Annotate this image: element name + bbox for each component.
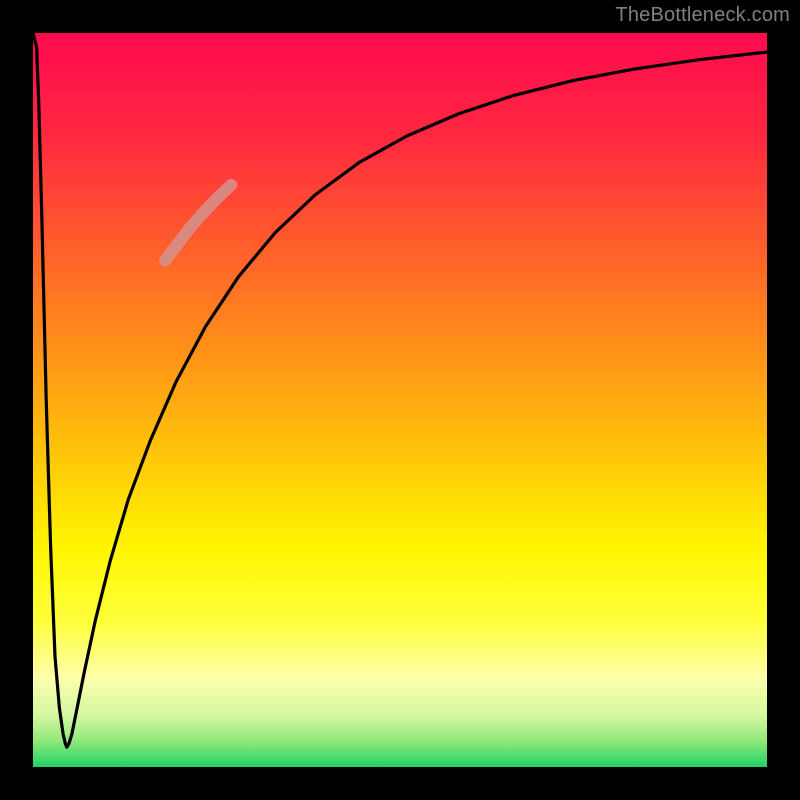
chart-plot-area <box>33 33 767 767</box>
chart-curve-layer <box>33 33 767 767</box>
watermark-label: TheBottleneck.com <box>615 4 790 27</box>
bottleneck-curve <box>33 33 767 747</box>
bottleneck-highlight-segment <box>165 185 231 261</box>
